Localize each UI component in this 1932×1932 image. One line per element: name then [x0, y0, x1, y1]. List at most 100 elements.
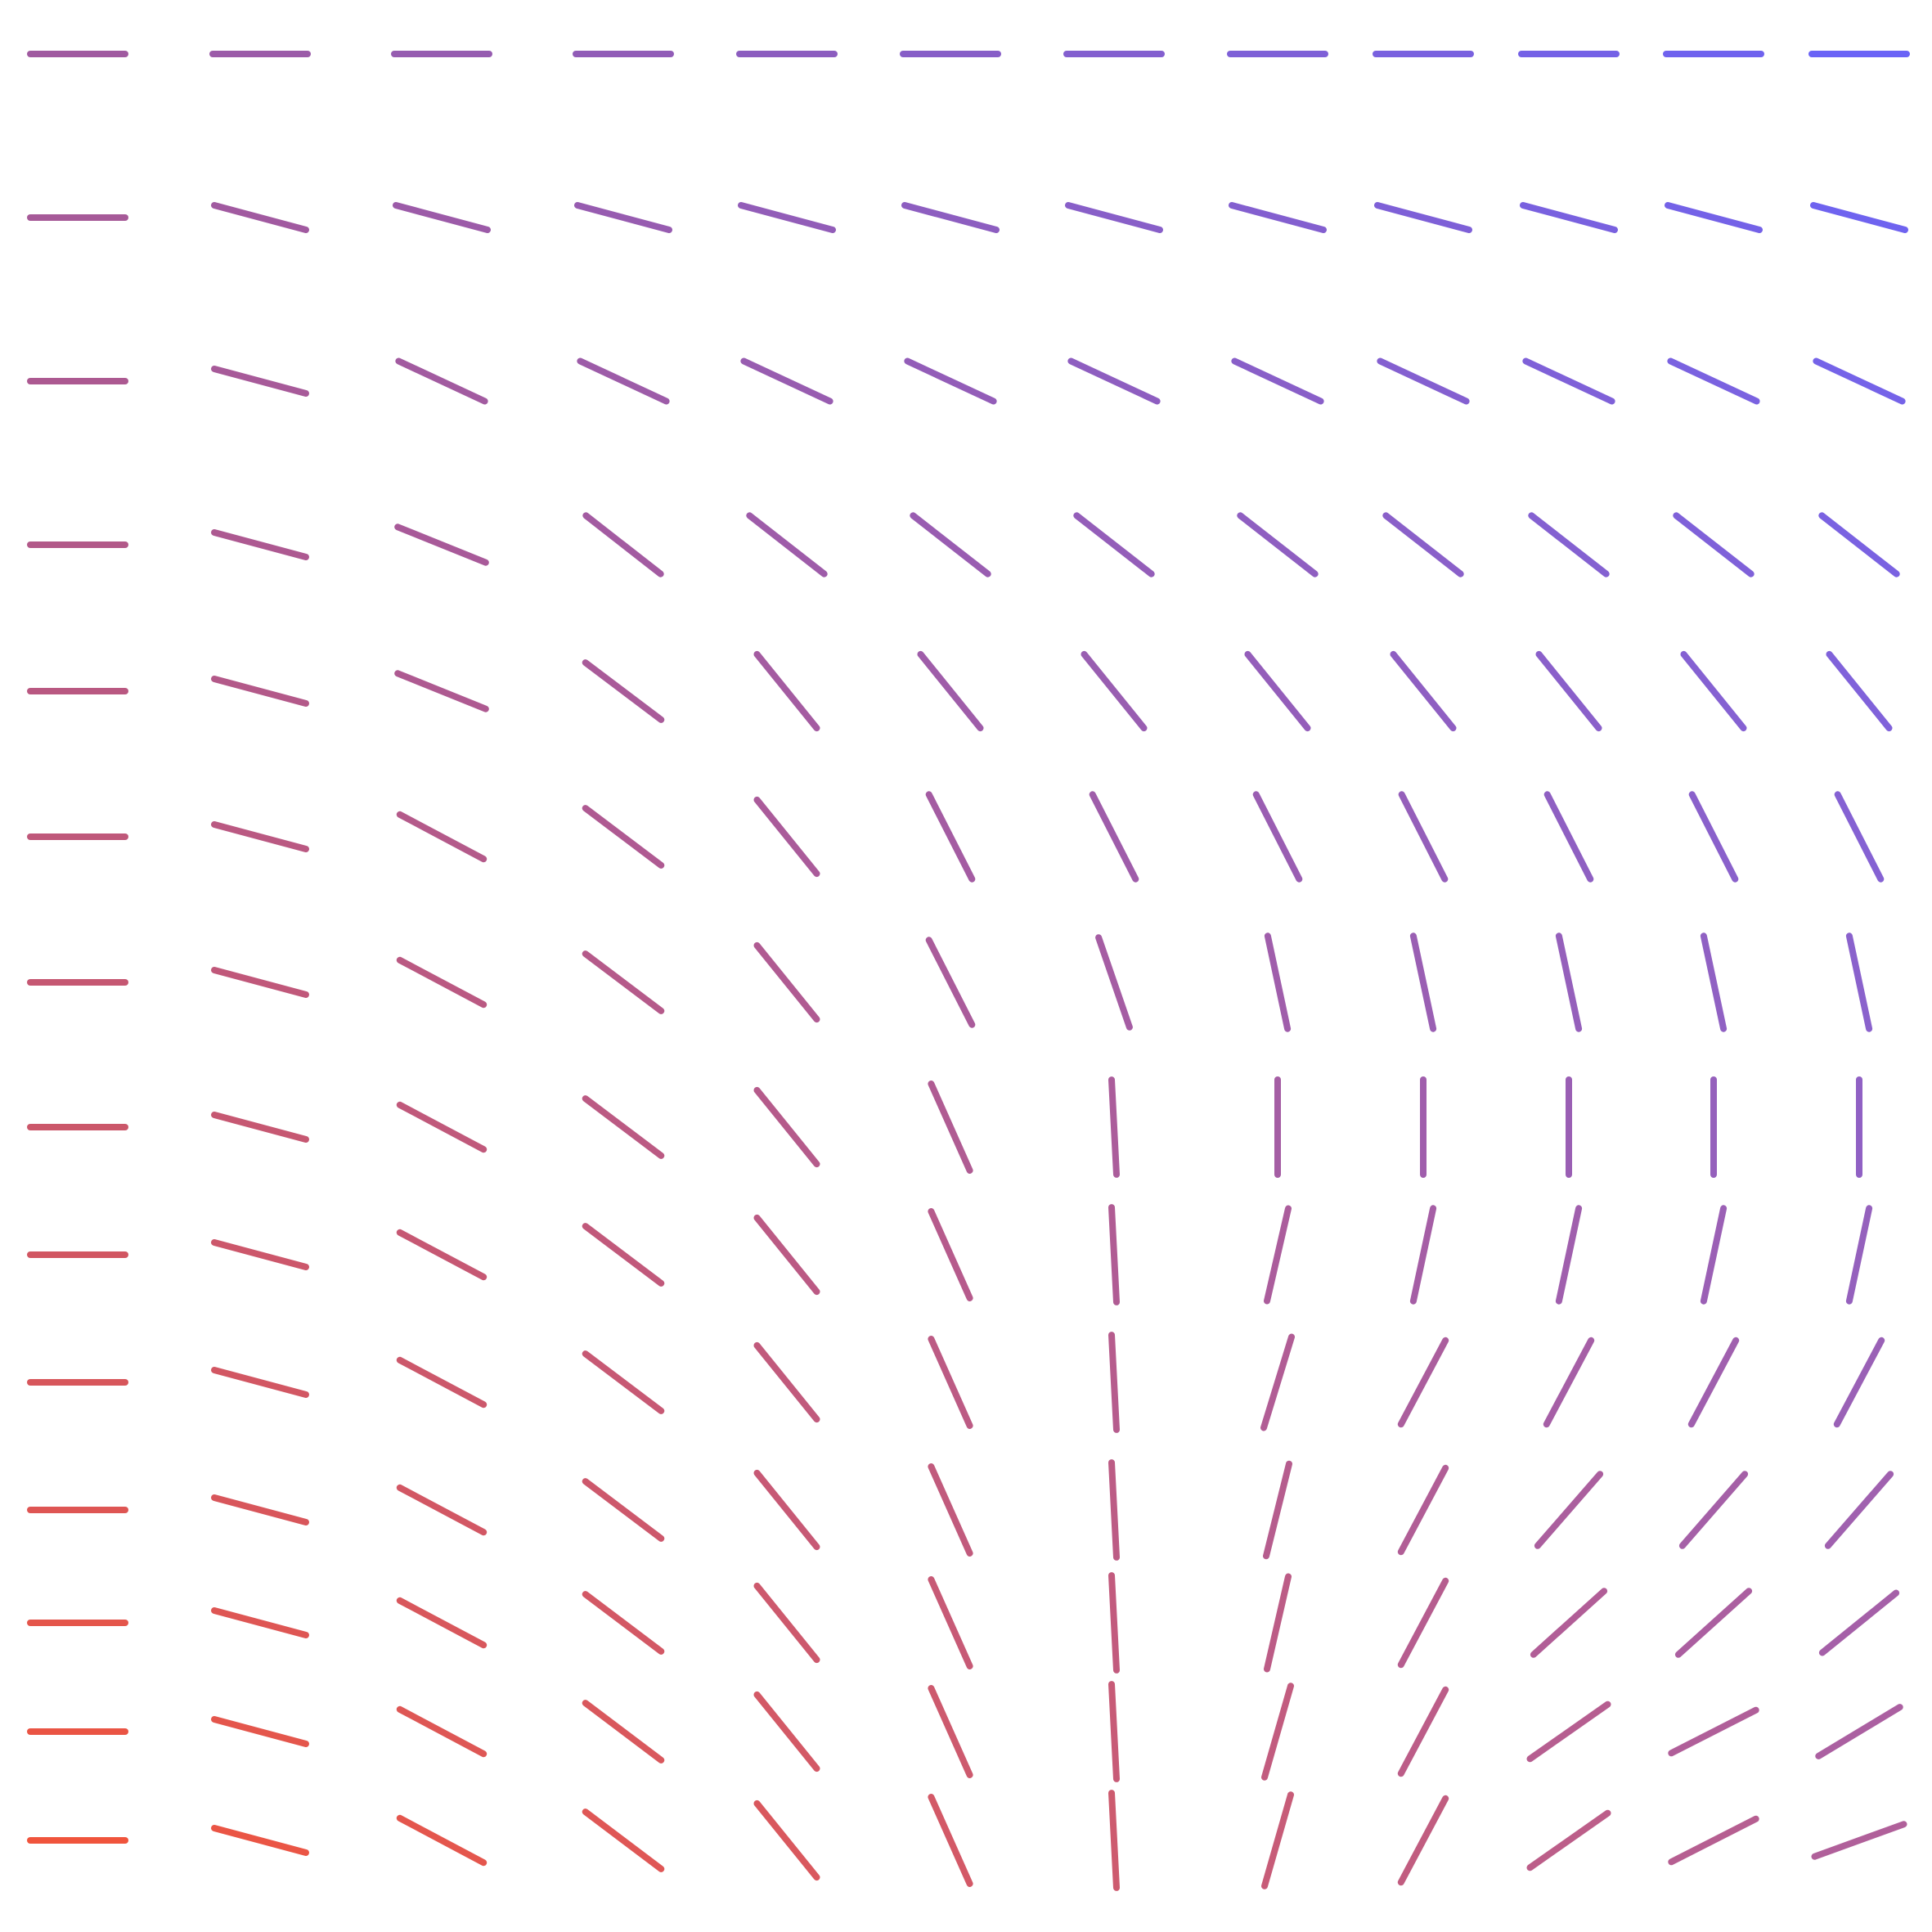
- field-segment-r1-c11: [1810, 202, 1908, 233]
- field-segment-r6-c2: [396, 956, 487, 1009]
- field-segment-r1-c10: [1665, 202, 1763, 233]
- field-segment-r4-c5: [917, 650, 984, 732]
- field-segment-r1-c9: [1520, 202, 1618, 233]
- field-segment-r11-c7: [1264, 1573, 1292, 1673]
- field-segment-r3-c4: [746, 512, 828, 577]
- field-segment-r11-c3: [582, 1591, 665, 1655]
- field-segment-r6-c7: [1264, 932, 1292, 1032]
- field-segment-r8-c10: [1700, 1205, 1728, 1305]
- field-segment-r11-c8: [1397, 1577, 1449, 1669]
- field-segment-r8-c7: [1264, 1205, 1292, 1305]
- field-segment-r1-c6: [1065, 202, 1163, 233]
- field-segment-r12-c7: [1261, 1683, 1294, 1781]
- field-segment-r9-c8: [1397, 1337, 1449, 1428]
- field-segment-r4-c3: [582, 659, 665, 723]
- field-segment-r12-c9: [1526, 1701, 1611, 1763]
- field-segment-r11-c9: [1530, 1588, 1608, 1658]
- field-segment-r3-c3: [582, 512, 664, 577]
- field-segment-r5-c8: [1398, 791, 1449, 883]
- field-segment-r6-c3: [582, 950, 665, 1014]
- field-segment-r5-c6: [1089, 791, 1139, 883]
- field-segment-r1-c5: [901, 202, 1000, 233]
- field-segment-r6-c10: [1700, 932, 1728, 1032]
- direction-field-segments: [27, 51, 1910, 1891]
- field-segment-r10-c9: [1534, 1471, 1604, 1549]
- field-segment-r9-c2: [396, 1356, 487, 1409]
- field-segment-r12-c10: [1668, 1706, 1759, 1757]
- field-segment-r1-c4: [738, 202, 836, 233]
- field-segment-r6-c1: [211, 967, 309, 998]
- field-segment-r9-c1: [211, 1367, 309, 1398]
- field-segment-r7-c3: [582, 1095, 665, 1159]
- field-segment-r2-c1: [211, 366, 309, 397]
- field-segment-r12-c5: [928, 1685, 973, 1778]
- field-segment-r13-c7: [1261, 1791, 1294, 1889]
- field-segment-r3-c10: [1673, 512, 1755, 577]
- field-segment-r13-c11: [1811, 1821, 1907, 1860]
- field-segment-r12-c8: [1397, 1686, 1449, 1777]
- field-segment-r11-c5: [928, 1576, 973, 1669]
- field-segment-r4-c7: [1244, 650, 1311, 732]
- field-segment-r7-c4: [753, 1086, 820, 1168]
- field-segment-r5-c2: [396, 811, 487, 863]
- field-segment-r4-c9: [1535, 650, 1602, 732]
- field-segment-r1-c3: [574, 202, 672, 233]
- field-segment-r9-c9: [1543, 1337, 1595, 1428]
- field-segment-r6-c5: [925, 937, 976, 1028]
- field-segment-r9-c5: [928, 1336, 973, 1429]
- field-segment-r10-c7: [1263, 1460, 1292, 1560]
- field-segment-r5-c3: [582, 805, 665, 869]
- field-segment-r11-c1: [211, 1607, 309, 1638]
- field-segment-r9-c4: [753, 1341, 820, 1423]
- field-segment-r9-c7: [1260, 1333, 1295, 1431]
- field-segment-r7-c1: [211, 1112, 309, 1143]
- field-segment-r3-c5: [910, 512, 991, 577]
- field-segment-r1-c7: [1229, 202, 1327, 233]
- field-segment-r2-c8: [1377, 357, 1470, 405]
- field-segment-r12-c2: [396, 1705, 487, 1758]
- field-segment-r8-c3: [582, 1223, 665, 1287]
- field-segment-r11-c4: [753, 1582, 820, 1664]
- field-segment-r13-c8: [1397, 1795, 1449, 1886]
- field-segment-r12-c1: [211, 1716, 309, 1747]
- field-segment-r5-c1: [211, 821, 309, 852]
- field-segment-r12-c3: [582, 1700, 665, 1764]
- field-segment-r6-c11: [1845, 932, 1873, 1032]
- field-segment-r10-c1: [211, 1494, 309, 1525]
- field-segment-r10-c6: [1108, 1459, 1120, 1561]
- field-segment-r4-c6: [1081, 650, 1148, 732]
- field-segment-r4-c4: [753, 650, 820, 732]
- field-segment-r11-c2: [396, 1597, 487, 1649]
- field-segment-r12-c6: [1108, 1681, 1120, 1782]
- field-segment-r6-c9: [1555, 932, 1583, 1032]
- field-segment-r4-c1: [211, 676, 309, 707]
- field-segment-r3-c8: [1382, 512, 1464, 577]
- field-segment-r2-c3: [577, 357, 670, 405]
- field-segment-r3-c11: [1818, 512, 1900, 577]
- field-segment-r3-c7: [1237, 512, 1319, 577]
- field-segment-r2-c2: [395, 357, 488, 405]
- field-segment-r8-c4: [753, 1214, 820, 1296]
- field-segment-r8-c1: [211, 1239, 309, 1270]
- field-segment-r13-c9: [1526, 1809, 1611, 1871]
- field-segment-r7-c2: [396, 1101, 487, 1153]
- field-segment-r5-c11: [1834, 791, 1885, 883]
- field-segment-r2-c7: [1231, 357, 1324, 405]
- field-segment-r12-c4: [753, 1691, 820, 1772]
- field-segment-r5-c7: [1252, 791, 1303, 883]
- field-segment-r10-c2: [396, 1484, 487, 1536]
- field-segment-r11-c11: [1818, 1589, 1900, 1656]
- field-segment-r2-c11: [1813, 357, 1906, 405]
- field-segment-r9-c11: [1833, 1337, 1885, 1428]
- field-segment-r11-c6: [1108, 1572, 1120, 1674]
- field-segment-r6-c4: [753, 941, 820, 1023]
- field-segment-r12-c11: [1815, 1704, 1903, 1759]
- field-segment-r3-c1: [211, 529, 309, 560]
- field-segment-r10-c10: [1678, 1471, 1749, 1549]
- field-segment-r2-c4: [740, 357, 833, 405]
- field-segment-r4-c8: [1390, 650, 1457, 732]
- field-segment-r8-c5: [928, 1208, 973, 1301]
- field-segment-r9-c6: [1108, 1332, 1120, 1433]
- field-segment-r6-c8: [1409, 932, 1437, 1032]
